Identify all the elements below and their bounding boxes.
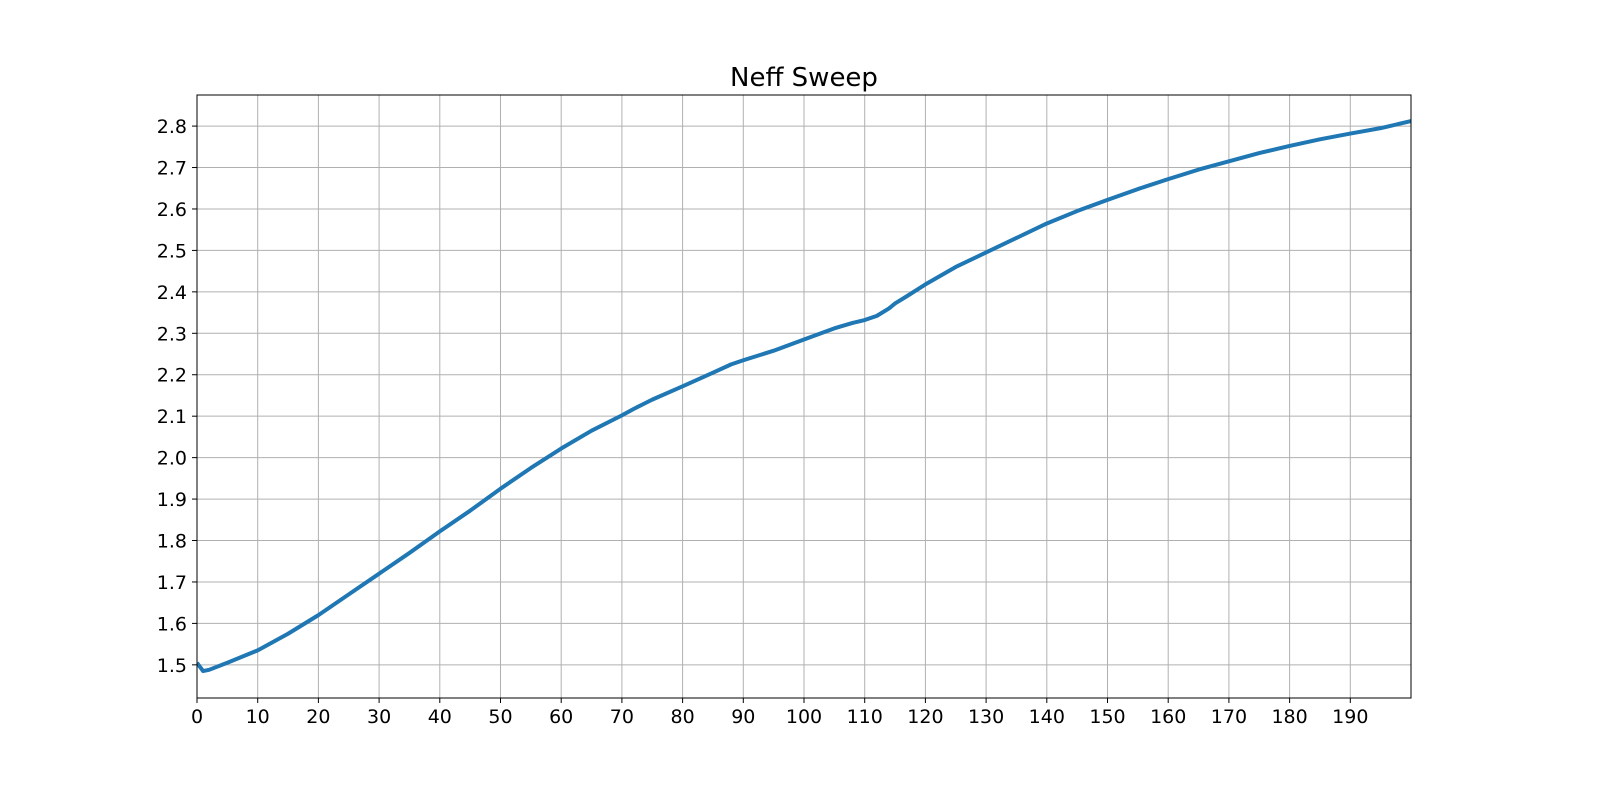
x-tick-label: 110 — [847, 706, 883, 728]
x-tick-label: 100 — [786, 706, 822, 728]
x-tick-label: 90 — [731, 706, 755, 728]
x-tick-label: 180 — [1271, 706, 1307, 728]
y-tick-label: 2.4 — [157, 282, 187, 304]
x-tick-label: 20 — [306, 706, 330, 728]
y-tick-label: 2.3 — [157, 323, 187, 345]
y-tick-label: 1.6 — [157, 613, 187, 635]
y-tick-label: 2.7 — [157, 158, 187, 180]
y-tick-label: 2.2 — [157, 365, 187, 387]
y-tick-label: 2.1 — [157, 406, 187, 428]
x-tick-label: 10 — [246, 706, 270, 728]
x-tick-label: 140 — [1029, 706, 1065, 728]
x-tick-label: 60 — [549, 706, 573, 728]
x-tick-label: 120 — [907, 706, 943, 728]
y-tick-label: 2.5 — [157, 240, 187, 262]
x-tick-label: 30 — [367, 706, 391, 728]
y-tick-label: 1.7 — [157, 572, 187, 594]
y-tick-label: 1.5 — [157, 655, 187, 677]
y-tick-label: 2.0 — [157, 448, 187, 470]
x-tick-label: 50 — [488, 706, 512, 728]
x-tick-label: 170 — [1211, 706, 1247, 728]
series-layer — [197, 119, 1411, 674]
y-tick-label: 2.6 — [157, 199, 187, 221]
x-tick-label: 190 — [1332, 706, 1368, 728]
x-tick-label: 80 — [671, 706, 695, 728]
x-tick-label: 150 — [1089, 706, 1125, 728]
x-tick-label: 40 — [428, 706, 452, 728]
y-tick-label: 1.9 — [157, 489, 187, 511]
chart-title: Neff Sweep — [730, 63, 878, 93]
x-tick-label: 160 — [1150, 706, 1186, 728]
x-tick-label: 0 — [191, 706, 203, 728]
y-tick-label: 1.8 — [157, 531, 187, 553]
grid — [196, 95, 1411, 698]
x-tick-label: 130 — [968, 706, 1004, 728]
y-tick-label: 2.8 — [157, 116, 187, 138]
x-tick-label: 70 — [610, 706, 634, 728]
series-line-0 — [197, 119, 1411, 674]
ticks: 0 10 20 30 40 50 60 70 80 90 100 110 120 130 140 150 160… — [157, 116, 1369, 728]
